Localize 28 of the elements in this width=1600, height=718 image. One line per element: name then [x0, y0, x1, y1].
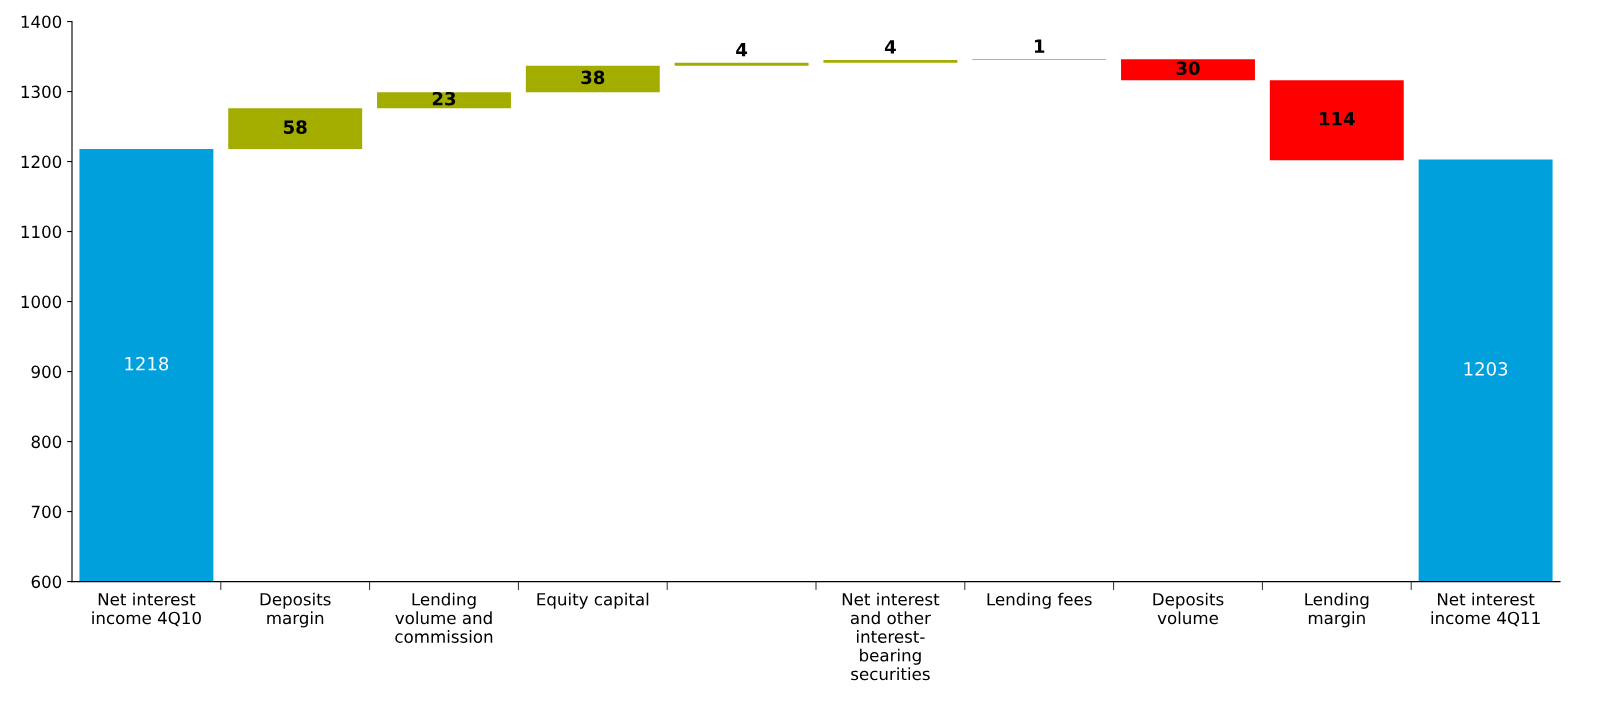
data-label: 30 — [1176, 61, 1200, 76]
data-label: 38 — [581, 70, 605, 85]
y-tick-label: 1300 — [21, 85, 62, 99]
data-label: 1218 — [125, 356, 169, 371]
data-label: 114 — [1319, 112, 1355, 126]
x-tick-label: Net interest income 4Q11 — [1431, 592, 1540, 627]
data-label: 23 — [432, 91, 456, 106]
y-tick-label: 800 — [31, 435, 62, 449]
data-label: 4 — [736, 43, 748, 57]
y-tick-label: 1400 — [21, 15, 62, 29]
x-tick-label: Net interest and other interest- bearing securities — [842, 592, 940, 681]
x-tick-label: Net interest income 4Q10 — [92, 592, 201, 627]
y-tick-label: 600 — [31, 575, 62, 589]
data-label: 58 — [284, 120, 307, 134]
x-tick-label: Equity capital — [537, 592, 649, 609]
x-tick-label: Deposits margin — [260, 592, 331, 628]
y-tick-label: 1100 — [21, 225, 62, 239]
x-tick-label: Lending margin — [1305, 592, 1369, 628]
y-tick-label: 700 — [31, 505, 62, 519]
y-tick-label: 1000 — [21, 295, 62, 309]
y-tick-label: 1200 — [21, 155, 62, 169]
x-tick-label: Deposits volume — [1153, 592, 1224, 625]
x-tick-label: Lending volume and commission — [395, 592, 493, 643]
y-tick-label: 900 — [31, 365, 62, 379]
data-label: 1203 — [1464, 362, 1508, 376]
data-label: 1 — [1034, 39, 1045, 53]
data-label: 4 — [884, 40, 896, 54]
x-tick-label: Lending fees — [987, 592, 1092, 609]
